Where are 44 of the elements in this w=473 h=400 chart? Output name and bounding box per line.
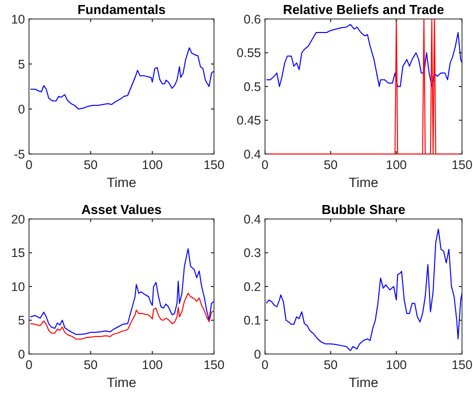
y-tick-label: 0 [18,347,26,362]
x-tick-label: 100 [386,358,407,372]
y-tick-label: 0 [18,102,26,116]
y-tick-label: 10 [11,12,26,26]
y-tick-label: 15 [11,246,26,260]
y-tick-label: 0.45 [236,114,262,128]
line-series [266,24,462,87]
y-tick-label: 0.55 [236,46,262,60]
y-tick-label: 0.2 [244,280,262,294]
y-tick-label: 0.5 [244,80,262,94]
x-axis-title: Time [106,375,136,390]
y-tick-label: 0.6 [244,12,262,26]
y-tick-label: 0.4 [244,212,262,226]
x-tick-label: 50 [84,158,98,172]
chart-title: Relative Beliefs and Trade [282,2,444,17]
x-axis-title: Time [348,375,378,390]
line-series [30,47,214,110]
x-tick-label: 100 [142,158,163,172]
x-tick-label: 100 [386,158,407,172]
y-tick-label: 5 [18,314,26,328]
x-tick-label: 50 [324,358,338,372]
y-tick-label: 10 [11,280,26,294]
y-tick-label: 20 [11,212,26,226]
y-tick-label: 0 [254,347,262,362]
y-tick-label: 0.3 [244,246,262,260]
x-tick-label: 150 [452,158,472,172]
y-tick-label: 0.4 [244,147,262,162]
x-tick-label: 50 [84,358,98,372]
x-tick-label: 150 [204,358,224,372]
chart-title: Bubble Share [322,202,406,217]
x-tick-label: 150 [452,358,472,372]
chart-title: Fundamentals [77,2,166,17]
x-axis-title: Time [106,175,136,190]
y-tick-label: 5 [18,57,26,72]
y-tick-label: -5 [14,147,26,162]
x-axis-title: Time [348,175,378,190]
line-series [30,292,214,340]
line-series [30,248,214,335]
line-series [266,228,462,352]
y-tick-label: 0.1 [244,314,262,328]
chart-title: Asset Values [81,202,162,217]
x-tick-label: 50 [324,158,338,172]
x-tick-label: 150 [204,158,224,172]
x-tick-label: 100 [142,358,163,372]
